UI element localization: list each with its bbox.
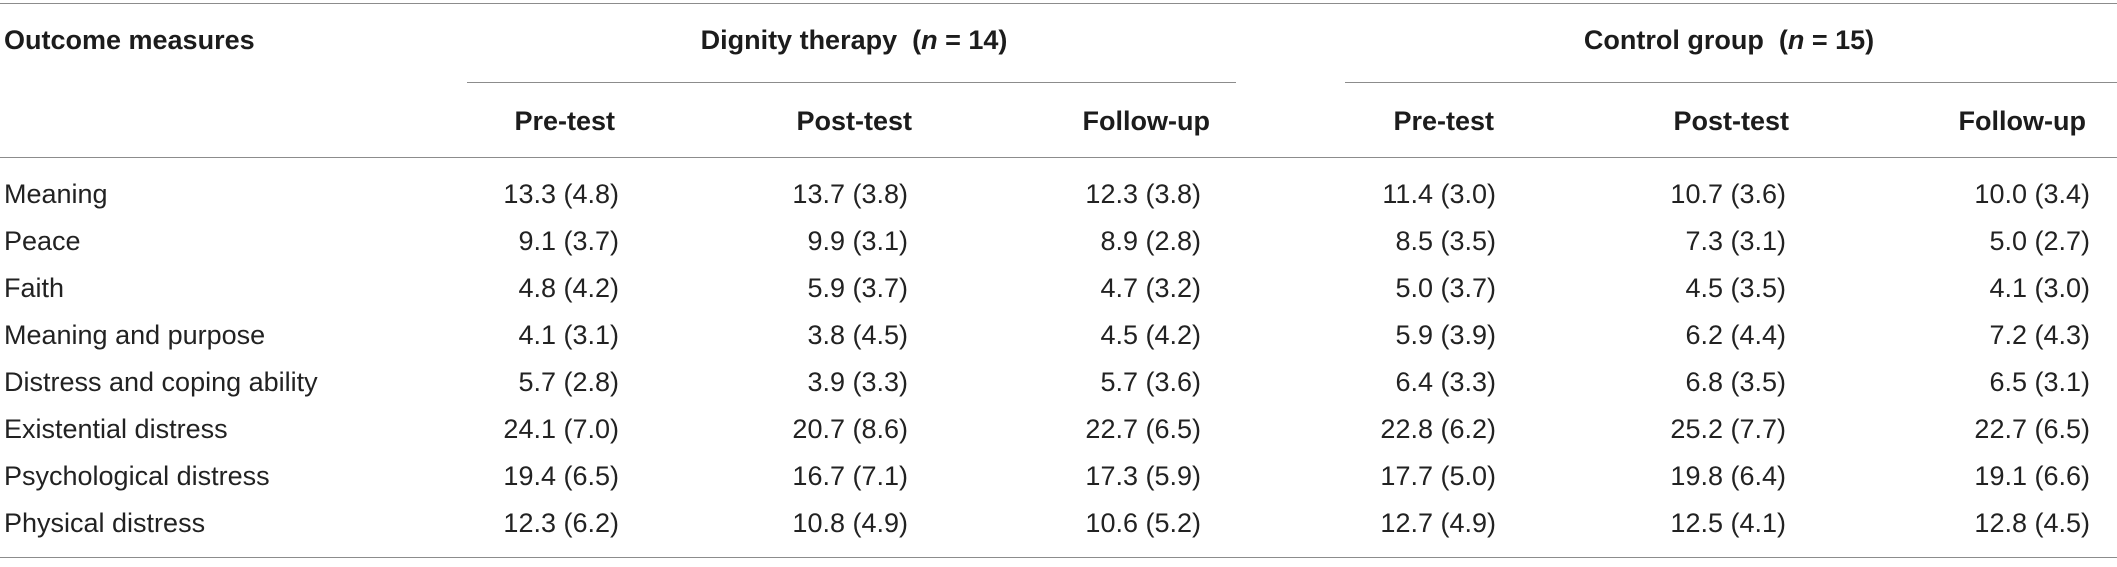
table-row: Distress and coping ability 5.7 (2.8) 3.… bbox=[0, 359, 2117, 406]
table-cell: 12.7 (4.9) bbox=[1380, 508, 1496, 538]
table-cell: 3.8 (4.5) bbox=[807, 320, 908, 350]
table-row: Peace 9.1 (3.7) 9.9 (3.1) 8.9 (2.8) 8.5 … bbox=[0, 218, 2117, 265]
table-row: Psychological distress 19.4 (6.5) 16.7 (… bbox=[0, 453, 2117, 500]
row-label: Physical distress bbox=[4, 508, 206, 538]
table-cell: 4.8 (4.2) bbox=[518, 273, 619, 303]
table-cell: 3.9 (3.3) bbox=[807, 367, 908, 397]
group-header-control-group: Control group (n = 15) bbox=[1583, 25, 1875, 55]
table-cell: 8.9 (2.8) bbox=[1100, 226, 1201, 256]
table-cell: 6.8 (3.5) bbox=[1685, 367, 1786, 397]
row-label: Peace bbox=[4, 226, 81, 256]
table-cell: 8.5 (3.5) bbox=[1395, 226, 1496, 256]
table-cell: 7.2 (4.3) bbox=[1989, 320, 2090, 350]
subcolumn-header: Follow-up bbox=[1082, 106, 1210, 136]
table-cell: 6.5 (3.1) bbox=[1989, 367, 2090, 397]
table-cell: 24.1 (7.0) bbox=[503, 414, 619, 444]
table-cell: 5.7 (3.6) bbox=[1100, 367, 1201, 397]
row-label: Meaning bbox=[4, 179, 108, 209]
group-underline-control-group bbox=[1345, 82, 2117, 83]
table-cell: 22.8 (6.2) bbox=[1380, 414, 1496, 444]
group-n-label: n bbox=[1787, 25, 1805, 55]
row-label: Meaning and purpose bbox=[4, 320, 266, 350]
table-cell: 4.5 (3.5) bbox=[1685, 273, 1786, 303]
subcolumn-header: Follow-up bbox=[1958, 106, 2086, 136]
table-row: Existential distress 24.1 (7.0) 20.7 (8.… bbox=[0, 406, 2117, 453]
group-n-value: = 15 bbox=[1804, 25, 1866, 55]
table-bottom-rule bbox=[0, 557, 2117, 558]
subcolumn-header: Pre-test bbox=[514, 106, 615, 136]
table-cell: 22.7 (6.5) bbox=[1974, 414, 2090, 444]
table-cell: 4.1 (3.1) bbox=[518, 320, 619, 350]
table-cell: 9.1 (3.7) bbox=[518, 226, 619, 256]
group-header-dignity-therapy: Dignity therapy (n = 14) bbox=[700, 25, 1008, 55]
table-cell: 10.7 (3.6) bbox=[1670, 179, 1786, 209]
row-label: Existential distress bbox=[4, 414, 228, 444]
table-cell: 22.7 (6.5) bbox=[1085, 414, 1201, 444]
table-cell: 6.2 (4.4) bbox=[1685, 320, 1786, 350]
table-cell: 12.5 (4.1) bbox=[1670, 508, 1786, 538]
table-cell: 25.2 (7.7) bbox=[1670, 414, 1786, 444]
table-row: Physical distress 12.3 (6.2) 10.8 (4.9) … bbox=[0, 500, 2117, 547]
table-row: Meaning and purpose 4.1 (3.1) 3.8 (4.5) … bbox=[0, 312, 2117, 359]
row-label: Psychological distress bbox=[4, 461, 270, 491]
table-cell: 17.3 (5.9) bbox=[1085, 461, 1201, 491]
subcolumn-header: Post-test bbox=[796, 106, 912, 136]
table-row: Meaning 13.3 (4.8) 13.7 (3.8) 12.3 (3.8)… bbox=[0, 171, 2117, 218]
table-cell: 10.8 (4.9) bbox=[792, 508, 908, 538]
table-cell: 19.1 (6.6) bbox=[1974, 461, 2090, 491]
table-cell: 12.8 (4.5) bbox=[1974, 508, 2090, 538]
table-cell: 5.0 (2.7) bbox=[1989, 226, 2090, 256]
table-cell: 16.7 (7.1) bbox=[792, 461, 908, 491]
table-cell: 17.7 (5.0) bbox=[1380, 461, 1496, 491]
table-cell: 13.7 (3.8) bbox=[792, 179, 908, 209]
table-cell: 4.7 (3.2) bbox=[1100, 273, 1201, 303]
table-cell: 7.3 (3.1) bbox=[1685, 226, 1786, 256]
table-cell: 4.1 (3.0) bbox=[1989, 273, 2090, 303]
table-cell: 11.4 (3.0) bbox=[1382, 179, 1496, 209]
group-name: Dignity therapy bbox=[700, 25, 898, 55]
table-cell: 19.8 (6.4) bbox=[1670, 461, 1786, 491]
table-cell: 5.0 (3.7) bbox=[1395, 273, 1496, 303]
table-row: Faith 4.8 (4.2) 5.9 (3.7) 4.7 (3.2) 5.0 … bbox=[0, 265, 2117, 312]
table-cell: 10.6 (5.2) bbox=[1085, 508, 1201, 538]
group-name: Control group bbox=[1583, 25, 1764, 55]
table-cell: 5.7 (2.8) bbox=[518, 367, 619, 397]
table-cell: 20.7 (8.6) bbox=[792, 414, 908, 444]
table-cell: 12.3 (3.8) bbox=[1085, 179, 1201, 209]
table-cell: 6.4 (3.3) bbox=[1395, 367, 1496, 397]
table-cell: 19.4 (6.5) bbox=[503, 461, 619, 491]
table-top-rule bbox=[0, 3, 2117, 4]
subcolumn-header: Pre-test bbox=[1393, 106, 1494, 136]
row-label: Distress and coping ability bbox=[4, 367, 318, 397]
table-cell: 9.9 (3.1) bbox=[807, 226, 908, 256]
group-n-value: = 14 bbox=[937, 25, 999, 55]
group-underline-dignity-therapy bbox=[467, 82, 1236, 83]
group-n-label: n bbox=[921, 25, 938, 55]
subcolumn-header: Post-test bbox=[1673, 106, 1789, 136]
table-cell: 5.9 (3.9) bbox=[1395, 320, 1496, 350]
header-bottom-rule bbox=[0, 157, 2117, 158]
table-cell: 4.5 (4.2) bbox=[1100, 320, 1201, 350]
row-label: Faith bbox=[4, 273, 65, 303]
table-cell: 5.9 (3.7) bbox=[807, 273, 908, 303]
table-cell: 12.3 (6.2) bbox=[503, 508, 619, 538]
outcome-measures-header: Outcome measures bbox=[4, 25, 255, 55]
table-cell: 13.3 (4.8) bbox=[503, 179, 619, 209]
table-cell: 10.0 (3.4) bbox=[1974, 179, 2090, 209]
